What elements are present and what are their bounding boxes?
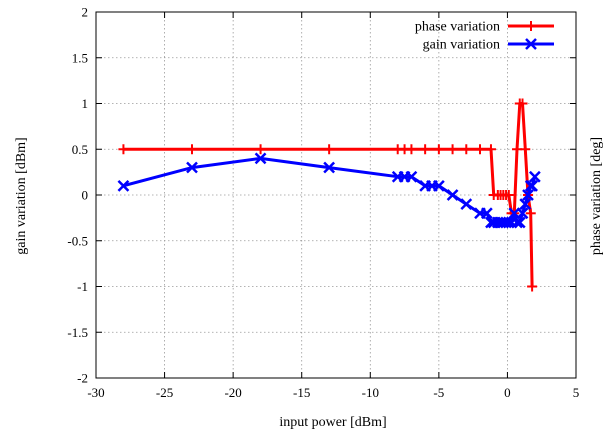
legend: phase variation gain variation [415,20,554,53]
gain-variation-point [446,189,459,201]
y-tick-label: -1.5 [67,325,88,340]
x-tick-label: -10 [362,385,379,400]
phase-variation-point [485,144,496,155]
y-tick-label: 1.5 [72,50,88,65]
ticks [95,11,577,379]
gain-variation-point [522,189,534,201]
gain-variation-point [405,170,418,183]
series-layer [117,98,541,292]
phase-variation-point [461,144,472,155]
phase-variation-point [420,144,431,155]
legend-marker-phase-variation [526,21,536,31]
x-tick-label: -30 [87,385,104,400]
legend-label-phase-variation: phase variation [415,20,500,35]
tick-labels: -30 -25 -20 -15 -10 -5 0 5 -2 -1.5 -1 -0.5 0 0.5 1 1.5 2 [67,5,579,401]
x-tick-label: -15 [293,385,310,400]
gain-variation-point [511,216,523,229]
x-tick-label: -25 [156,385,173,400]
phase-variation-point [527,281,538,292]
gain-variation-point [526,179,538,192]
y-tick-label: 0 [82,188,89,203]
phase-variation-point [433,144,444,155]
gain-variation-point [432,179,445,192]
gain-variation-point [519,198,532,211]
x-tick-label: -5 [433,385,444,400]
x-tick-label: -20 [224,385,241,400]
phase-variation-point [475,144,485,155]
y-axis-title-right: phase variation [deg] [589,137,604,255]
phase-variation-point [525,208,536,219]
y-tick-label: 0.5 [72,142,88,157]
phase-variation-point [324,144,335,155]
phase-variation-point [503,190,514,200]
gain-variation-point [528,170,541,183]
gain-variation-point [516,207,529,220]
y-tick-label: 1 [82,96,89,111]
x-tick-label: 0 [504,385,511,400]
phase-variation-point [520,144,531,155]
phase-variation-point [406,144,417,155]
y-tick-label: -2 [77,371,88,386]
y-tick-label: -0.5 [67,233,88,248]
phase-variation-point [118,144,129,155]
x-axis-title: input power [dBm] [279,415,386,430]
gain-variation-point [480,207,493,220]
y-tick-label: 2 [82,5,89,20]
gain-variation-point [513,216,526,229]
gain-variation-point [254,152,267,165]
y-tick-label: -1 [77,279,88,294]
gain-variation-point [323,161,336,174]
legend-marker-gain-variation [525,38,537,50]
phase-variation-point [187,144,197,155]
phase-variation-point [447,144,458,155]
phase-variation-point [255,144,266,155]
y-axis-title-left: gain variation [dBm] [14,137,29,254]
gain-variation-point [186,161,198,174]
x-tick-label: 5 [573,385,580,400]
gain-variation-point [117,179,130,192]
phase-variation-point [517,98,528,109]
gain-variation-point [460,198,473,211]
legend-label-gain-variation: gain variation [423,38,500,53]
